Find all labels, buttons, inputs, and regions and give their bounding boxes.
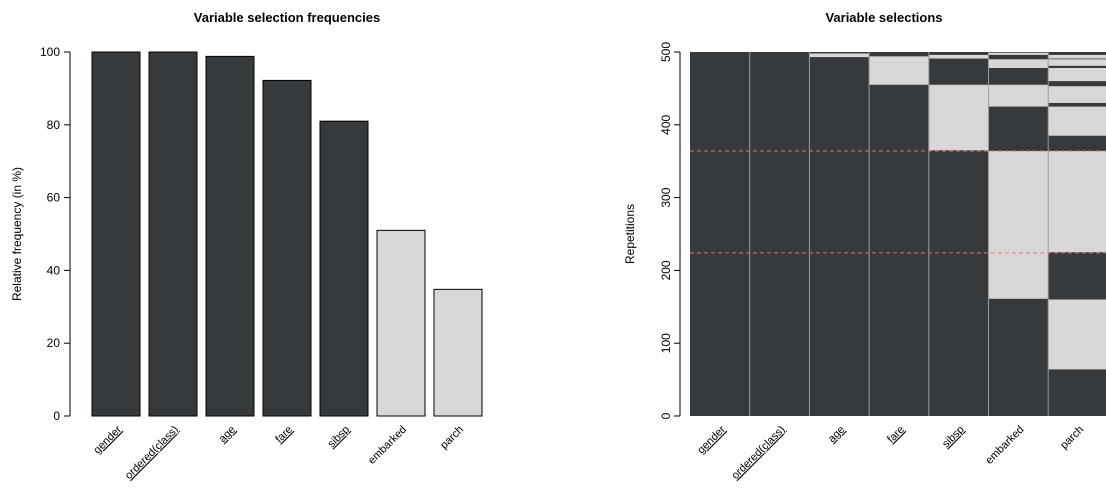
unselected-segment: [1048, 86, 1106, 103]
bar-ordered-class-: [148, 51, 198, 417]
unselected-segment: [928, 54, 989, 59]
x-tick-label: fare: [885, 424, 907, 446]
x-tick-label: embarked: [983, 424, 1026, 467]
unselected-segment: [988, 151, 1049, 299]
selection-frequency-chart: Variable selection frequencies Relative …: [10, 10, 483, 482]
bars: [91, 51, 483, 417]
y-axis: 0 20 40 60 80 100: [40, 45, 71, 423]
y-axis-label: Relative frequency (in %): [10, 167, 24, 301]
x-tick-label: ordered(class): [729, 424, 787, 482]
x-tick-label: gender: [695, 423, 728, 456]
unselected-segment: [1048, 68, 1106, 82]
bar-gender: [91, 51, 141, 417]
unselected-segment: [1048, 59, 1106, 66]
y-tick-label: 20: [47, 336, 61, 350]
bar-embarked: [376, 229, 426, 417]
y-tick-label: 0: [659, 412, 673, 419]
y-tick-label: 40: [47, 263, 61, 277]
x-tick-label: age: [826, 424, 847, 445]
y-tick-label: 500: [659, 42, 673, 62]
column-ordered-class-: [749, 52, 810, 416]
x-tick-label: fare: [273, 424, 295, 446]
chart-title: Variable selection frequencies: [194, 10, 380, 25]
y-tick-label: 60: [47, 191, 61, 205]
x-tick-label: parch: [438, 424, 466, 452]
y-tick-label: 100: [659, 333, 673, 353]
unselected-segment: [988, 59, 1049, 69]
x-tick-label: sibsp: [940, 424, 967, 451]
unselected-segment: [1048, 299, 1106, 370]
unselected-segment: [928, 84, 989, 151]
bar-fare: [262, 79, 312, 417]
bar-sibsp: [319, 120, 369, 417]
unselected-segment: [988, 84, 1049, 107]
unselected-segment: [988, 52, 1049, 55]
x-tick-label: embarked: [366, 424, 409, 467]
x-tick-label: parch: [1058, 424, 1086, 452]
y-tick-label: 0: [53, 409, 60, 423]
y-tick-label: 80: [47, 118, 61, 132]
bar-age: [205, 55, 255, 417]
x-tick-label: age: [217, 424, 238, 445]
y-tick-label: 200: [659, 260, 673, 280]
x-tick-label: sibsp: [325, 424, 352, 451]
y-axis-label: Repetitions: [623, 204, 637, 264]
column-gender: [690, 52, 750, 416]
y-axis: 0 100 200 300 400 500: [659, 42, 681, 419]
chart-title: Variable selections: [825, 10, 942, 25]
column-fare: [869, 52, 929, 416]
bar-parch: [433, 288, 483, 417]
unselected-segment: [809, 53, 870, 58]
unselected-segment: [869, 56, 929, 85]
unselected-segment: [1048, 54, 1106, 59]
y-tick-label: 400: [659, 114, 673, 134]
column-age: [809, 52, 870, 416]
unselected-segment: [1048, 151, 1106, 253]
x-tick-label: gender: [91, 423, 124, 456]
selection-matrix-chart: Variable selections Repetitions 0 100 200 3…: [623, 10, 1106, 482]
y-tick-label: 300: [659, 187, 673, 207]
selection-cells: [690, 52, 1106, 416]
y-tick-label: 100: [40, 45, 60, 59]
unselected-segment: [1048, 106, 1106, 136]
x-tick-label: ordered(class): [123, 424, 181, 482]
